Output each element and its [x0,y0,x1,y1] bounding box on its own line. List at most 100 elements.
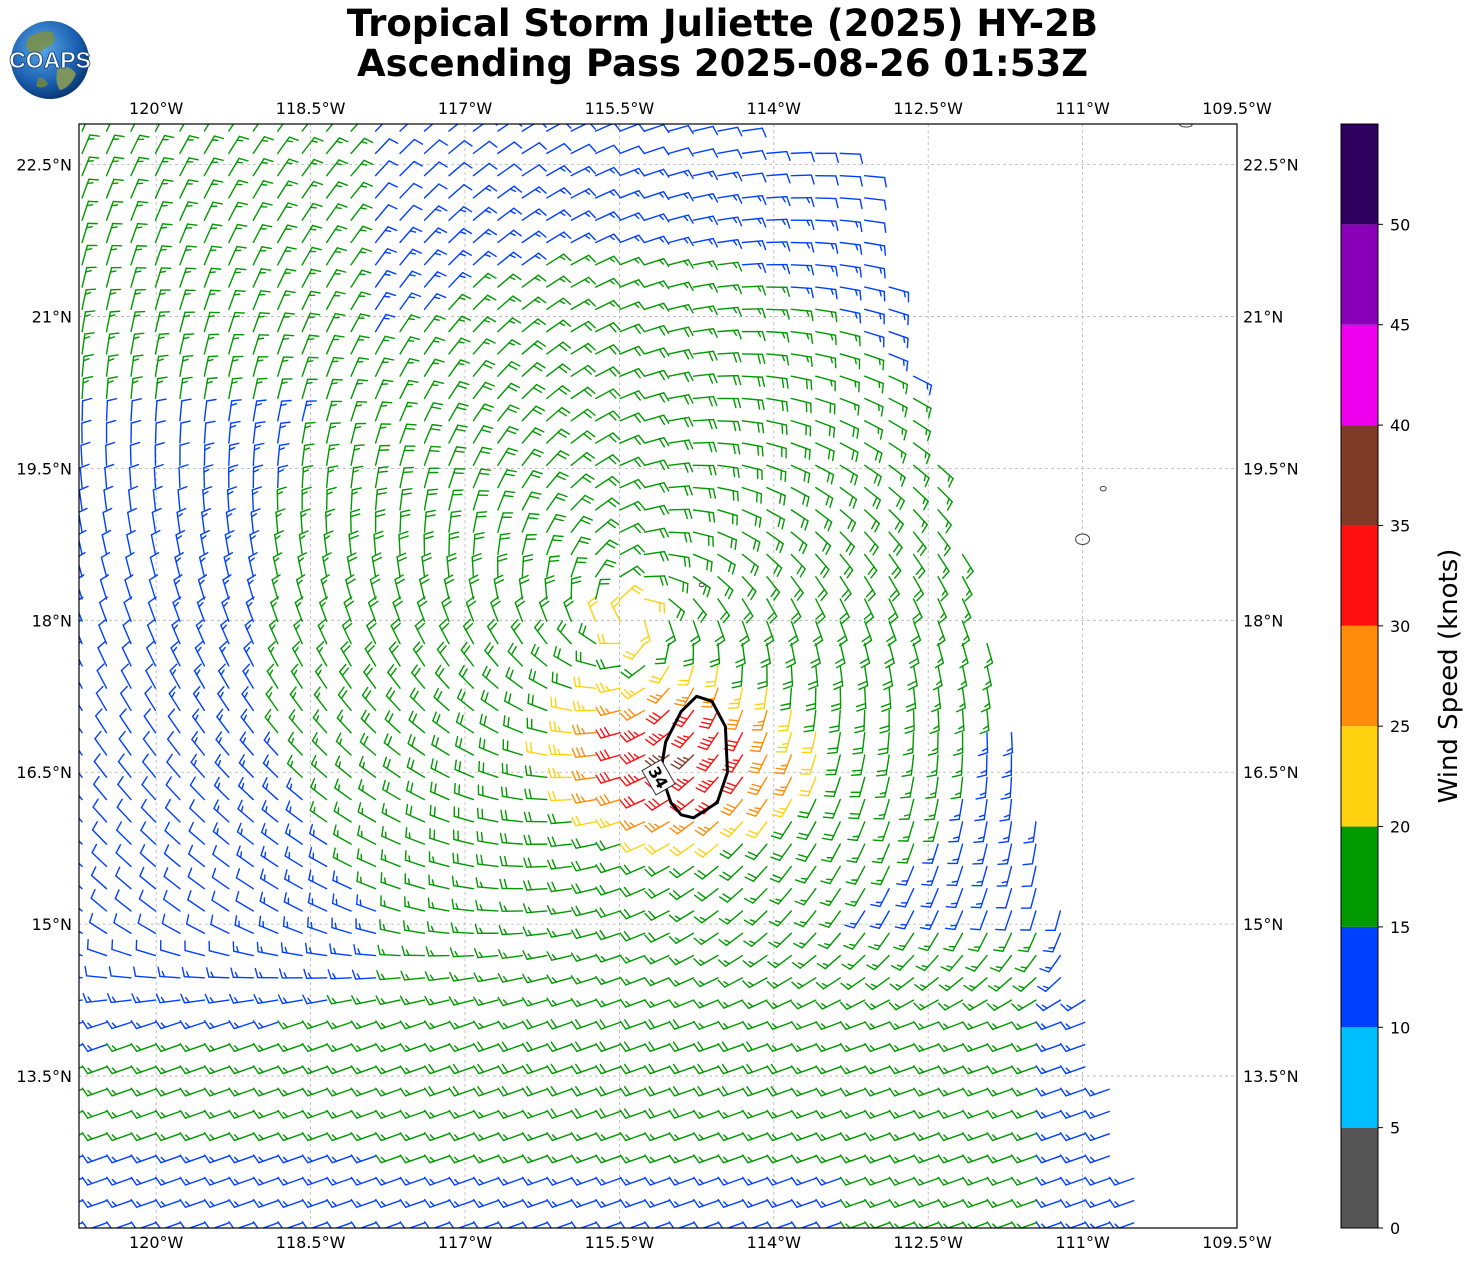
wind-barb [251,486,262,511]
wind-barb [154,156,175,177]
wind-barb [839,308,862,324]
wind-barb [277,312,296,333]
wind-barb [497,1221,524,1228]
wind-barb [203,267,222,288]
wind-barb [497,490,516,511]
wind-barb [889,977,915,991]
wind-barb [578,622,597,645]
wind-barb [766,241,791,252]
wind-barb [864,197,887,211]
wind-barb [341,618,353,645]
wind-barb [399,445,416,467]
wind-barb [81,288,97,311]
wind-barb [475,854,499,868]
wind-barb [864,1198,890,1208]
wind-barb [424,1042,450,1052]
wind-barb [563,596,574,623]
wind-barb [228,124,235,132]
wind-barb [448,381,470,400]
wind-barb [986,1109,1013,1119]
wind-barb [925,776,939,799]
wind-barb [1059,1065,1086,1075]
wind-barb [404,896,426,912]
wind-barb [325,356,344,377]
wind-barb [253,994,279,1004]
wind-barb [252,124,260,132]
wind-barb [92,798,108,823]
wind-barb [228,289,246,311]
wind-barb [482,665,499,689]
wind-barb [619,390,646,401]
wind-barb [546,535,564,556]
wind-barb [950,776,964,800]
lon-tick-label-bottom: 115.5°W [585,1233,655,1252]
wind-barb [333,801,352,823]
wind-barb [399,160,423,177]
wind-barb [815,464,835,485]
wind-barb [424,1154,450,1164]
wind-barb [179,179,199,199]
wind-barb [717,999,744,1009]
wind-barb [311,732,328,756]
wind-barb [392,596,403,623]
wind-barb [570,451,596,467]
wind-barb [258,915,279,934]
wind-barb [546,927,572,938]
wind-barb [547,859,572,870]
wind-barb [790,509,809,531]
wind-barb [619,434,646,446]
wind-barb [692,395,718,407]
wind-barb [770,843,793,862]
wind-barb [839,553,854,579]
wind-barb [228,1176,254,1186]
wind-barb [790,553,806,578]
wind-barb [643,324,670,336]
wind-barb [128,463,140,489]
wind-barb [619,954,646,964]
wind-barb [325,312,346,333]
wind-barb [301,465,314,489]
wind-barb [880,687,892,712]
wind-barb [518,574,530,600]
wind-barb [766,150,791,162]
wind-barb [741,1020,768,1030]
wind-barb [977,732,989,757]
wind-barb [570,515,593,533]
wind-barb [262,777,279,801]
wind-barb [423,445,442,467]
wind-barb [815,1221,841,1228]
wind-barb [203,157,224,177]
wind-barb [81,332,95,355]
wind-barb [81,1109,108,1119]
wind-barb [163,844,181,868]
wind-barb [424,1176,450,1186]
wind-barb [427,897,450,912]
wind-barb [277,1109,303,1119]
wind-barb [497,207,522,221]
wind-barb [260,845,279,868]
wind-barb [741,1176,768,1186]
wind-barb [546,187,572,199]
wind-barb [167,708,181,734]
wind-barb [194,641,206,667]
wind-barb [317,618,328,645]
wind-barb [645,709,670,725]
wind-barb [693,932,719,946]
colorbar-bin [1341,425,1378,526]
wind-barb [766,531,784,554]
wind-barb [815,1198,841,1208]
wind-barb [301,1198,328,1208]
wind-barb [815,174,839,186]
wind-barb [179,135,200,155]
wind-barb [472,338,496,355]
wind-barb [381,802,401,823]
wind-barb [402,920,426,934]
wind-barb [90,888,108,912]
wind-barb [521,1154,548,1164]
wind-barb [449,947,475,958]
wind-barb [268,618,279,645]
wind-barb [350,1109,377,1119]
wind-barb [769,887,793,905]
wind-barb [741,1132,768,1142]
